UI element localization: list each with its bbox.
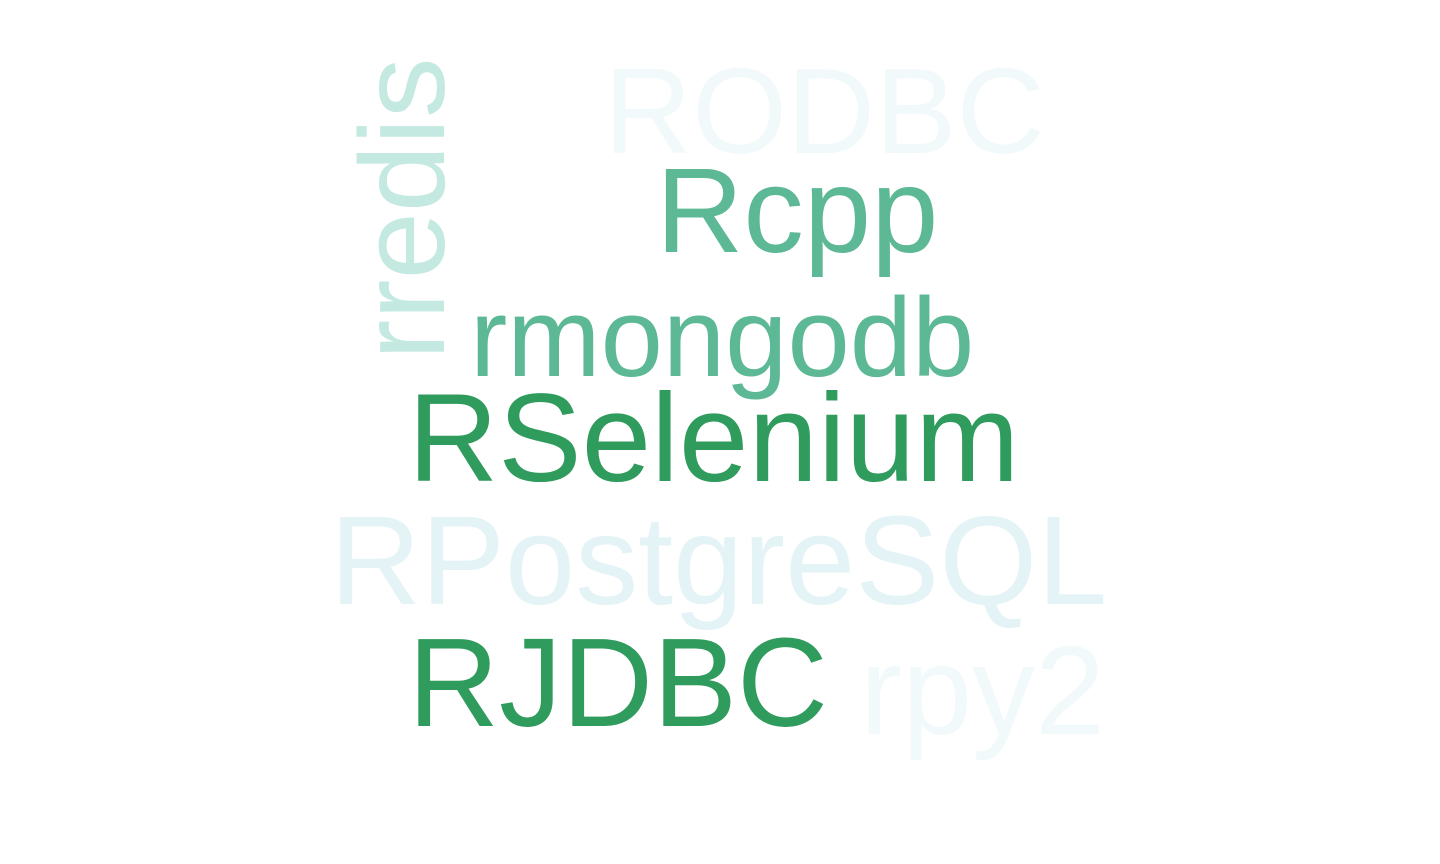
word-rselenium: RSelenium bbox=[408, 369, 1020, 508]
word-rpy2: rpy2 bbox=[860, 620, 1106, 761]
word-rjdbc: RJDBC bbox=[408, 612, 829, 753]
word-rodbc: RODBC bbox=[604, 43, 1045, 179]
word-rmongodb: rmongodb bbox=[470, 275, 975, 400]
word-rcpp: Rcpp bbox=[656, 142, 939, 278]
word-rredis: rredis bbox=[334, 57, 470, 360]
word-rpostgresql: RPostgreSQL bbox=[330, 490, 1108, 631]
